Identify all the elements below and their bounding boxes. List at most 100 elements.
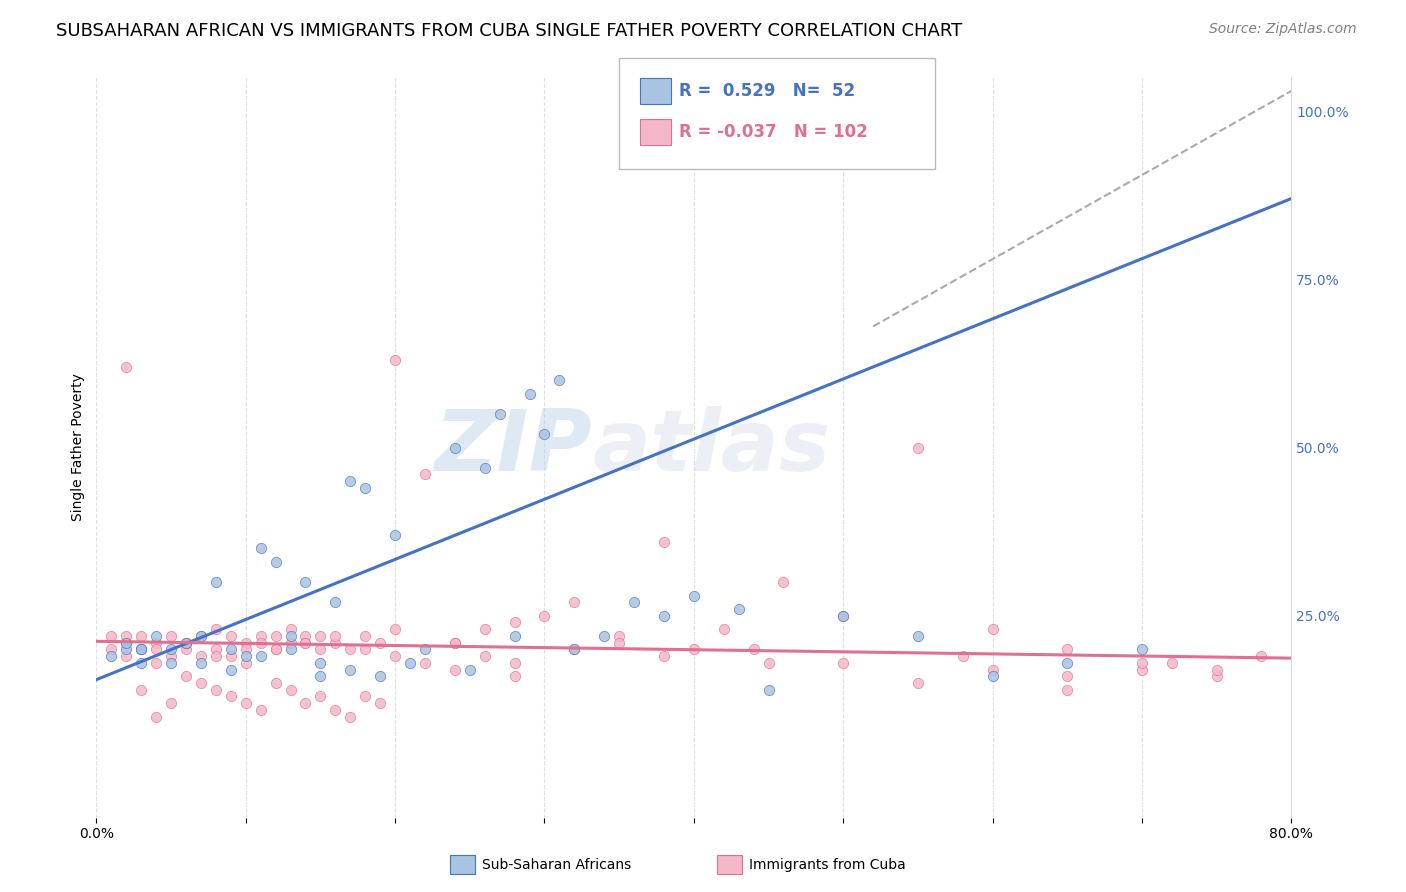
Point [325, 703, 347, 717]
Point [682, 589, 704, 603]
Point [503, 615, 526, 630]
Point [249, 703, 271, 717]
Point [219, 642, 242, 657]
Point [294, 635, 316, 649]
Point [981, 663, 1004, 677]
Point [249, 629, 271, 643]
Point [623, 595, 645, 609]
Point [1205, 669, 1227, 683]
Point [115, 635, 138, 649]
Point [280, 682, 302, 697]
Point [309, 642, 332, 657]
Point [384, 528, 406, 542]
Text: R = -0.037   N = 102: R = -0.037 N = 102 [679, 123, 868, 141]
Point [1056, 669, 1078, 683]
Point [368, 669, 391, 683]
Point [682, 642, 704, 657]
Point [519, 386, 541, 401]
Point [100, 629, 122, 643]
Point [444, 635, 467, 649]
Point [1130, 642, 1153, 657]
Point [190, 649, 212, 664]
Point [413, 642, 436, 657]
Point [235, 649, 257, 664]
Text: SUBSAHARAN AFRICAN VS IMMIGRANTS FROM CUBA SINGLE FATHER POVERTY CORRELATION CHA: SUBSAHARAN AFRICAN VS IMMIGRANTS FROM CU… [56, 22, 963, 40]
Point [503, 669, 526, 683]
Point [309, 669, 332, 683]
Point [413, 656, 436, 670]
Point [100, 642, 122, 657]
Point [280, 635, 302, 649]
Point [607, 629, 630, 643]
Text: atlas: atlas [592, 406, 831, 489]
Point [444, 635, 467, 649]
Point [264, 642, 287, 657]
Point [354, 629, 377, 643]
Point [339, 709, 361, 723]
Point [129, 656, 152, 670]
Point [325, 595, 347, 609]
Point [413, 467, 436, 482]
Point [205, 575, 228, 590]
Point [562, 595, 585, 609]
Point [354, 642, 377, 657]
Point [190, 676, 212, 690]
Point [384, 353, 406, 368]
Point [174, 642, 197, 657]
Point [354, 690, 377, 704]
Point [174, 669, 197, 683]
Point [652, 534, 675, 549]
Point [742, 642, 765, 657]
Point [474, 649, 496, 664]
Point [249, 541, 271, 556]
Point [339, 663, 361, 677]
Point [1130, 656, 1153, 670]
Point [280, 629, 302, 643]
Point [652, 649, 675, 664]
Point [249, 649, 271, 664]
Point [339, 642, 361, 657]
Point [548, 373, 571, 387]
Point [354, 481, 377, 495]
Point [160, 642, 183, 657]
Point [444, 441, 467, 455]
Point [952, 649, 974, 664]
Point [907, 676, 929, 690]
Point [458, 663, 481, 677]
Point [1056, 642, 1078, 657]
Point [115, 635, 138, 649]
Point [160, 649, 183, 664]
Point [384, 649, 406, 664]
Point [129, 642, 152, 657]
Point [981, 622, 1004, 636]
Point [115, 649, 138, 664]
Point [758, 656, 780, 670]
Point [115, 359, 138, 374]
Point [294, 696, 316, 710]
Point [264, 629, 287, 643]
Point [294, 635, 316, 649]
Point [727, 602, 749, 616]
Point [205, 649, 228, 664]
Point [503, 629, 526, 643]
Point [264, 642, 287, 657]
Text: Immigrants from Cuba: Immigrants from Cuba [749, 858, 905, 872]
Point [474, 622, 496, 636]
Point [309, 690, 332, 704]
Text: Sub-Saharan Africans: Sub-Saharan Africans [482, 858, 631, 872]
Point [264, 555, 287, 569]
Point [339, 474, 361, 488]
Point [368, 635, 391, 649]
Point [145, 629, 167, 643]
Point [235, 635, 257, 649]
Point [1205, 663, 1227, 677]
Point [1130, 663, 1153, 677]
Point [1056, 682, 1078, 697]
Point [562, 642, 585, 657]
Point [533, 427, 555, 442]
Point [444, 663, 467, 677]
Point [205, 622, 228, 636]
Point [772, 575, 794, 590]
Point [294, 575, 316, 590]
Point [294, 629, 316, 643]
